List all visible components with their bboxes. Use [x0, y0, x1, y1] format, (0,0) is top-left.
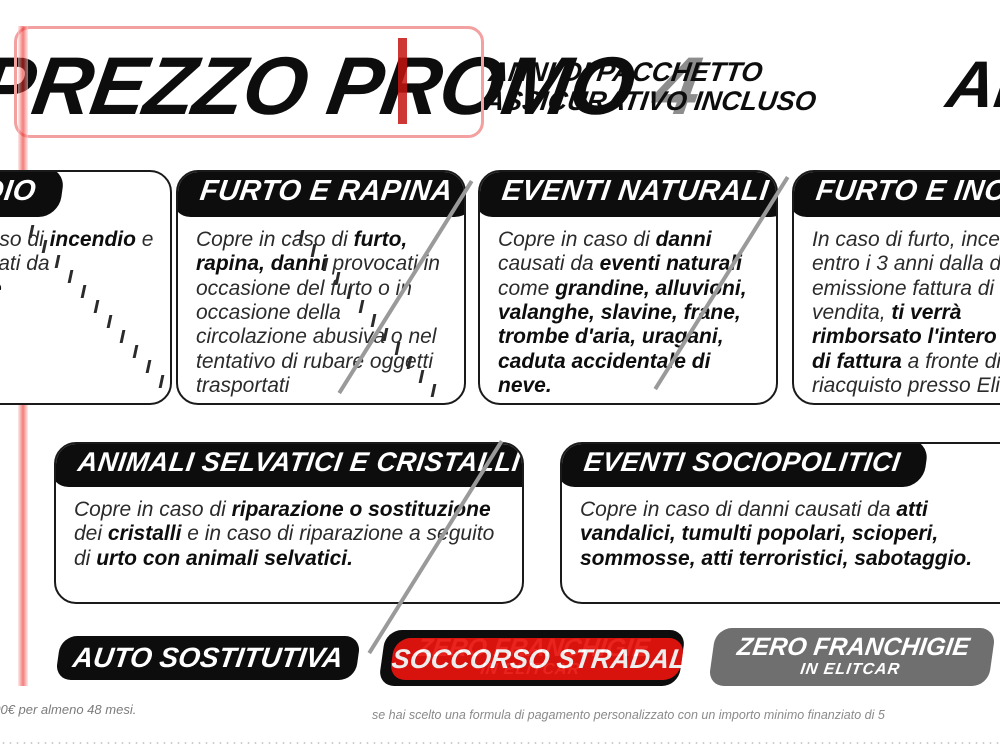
coverage-card-incendio: INCENDIO Copre in caso di incendio e dan…: [0, 170, 172, 405]
card-body: Copre in caso di furto, rapina, danni pr…: [196, 228, 440, 398]
footnote-main: se hai scelto una formula di pagamento p…: [372, 708, 885, 722]
badge-soccorso-stradale: SOCCORSO STRADALE: [389, 638, 706, 680]
card-body: Copre in caso di danni causati da atti v…: [580, 498, 973, 570]
red-accent-tick: [398, 38, 407, 124]
badge-zero-main: ZERO FRANCHIGIE: [735, 633, 972, 661]
hero-subtitle: ANNI DI PACCHETTO ASSICURATIVO INCLUSO: [482, 57, 819, 116]
bottom-dotted-rule: [0, 742, 1000, 744]
card-title: FURTO E INCENDIO: [794, 172, 1000, 217]
card-title: EVENTI SOCIOPOLITICI: [562, 444, 930, 487]
card-body: Copre in caso di riparazione o sostituzi…: [74, 498, 495, 570]
card-body: Copre in caso di incendio e danni causat…: [0, 228, 154, 300]
badge-zero-franchigie: ZERO FRANCHIGIE IN ELITCAR: [707, 628, 997, 686]
card-title: FURTO E RAPINA: [178, 172, 464, 217]
coverage-card-furto-incendio: FURTO E INCENDIO In caso di furto, incen…: [792, 170, 1000, 405]
card-title: ANIMALI SELVATICI E CRISTALLI: [56, 444, 522, 487]
card-title: EVENTI NATURALI: [480, 172, 776, 217]
card-body: Copre in caso di danni causati da eventi…: [498, 228, 747, 398]
coverage-card-eventi-naturali: EVENTI NATURALI Copre in caso di danni c…: [478, 170, 778, 405]
card-body: In caso di furto, incendio entro i 3 ann…: [812, 228, 1000, 398]
hero-right-fragment: AN: [942, 47, 1000, 121]
badge-auto-sostitutiva: AUTO SOSTITUTIVA: [54, 636, 362, 680]
coverage-card-animali-cristalli: ANIMALI SELVATICI E CRISTALLI Copre in c…: [54, 442, 524, 604]
coverage-card-furto-rapina: FURTO E RAPINA Copre in caso di furto, r…: [176, 170, 466, 405]
footnote-left: 000€ per almeno 48 mesi.: [0, 702, 137, 717]
badge-zero-sub: IN ELITCAR: [799, 661, 902, 678]
card-title: INCENDIO: [0, 172, 66, 217]
coverage-card-eventi-sociopolitici: EVENTI SOCIOPOLITICI Copre in caso di da…: [560, 442, 1000, 604]
hero-header: PREZZO PROMO 4 ANNI DI PACCHETTO ASSICUR…: [0, 24, 1000, 144]
